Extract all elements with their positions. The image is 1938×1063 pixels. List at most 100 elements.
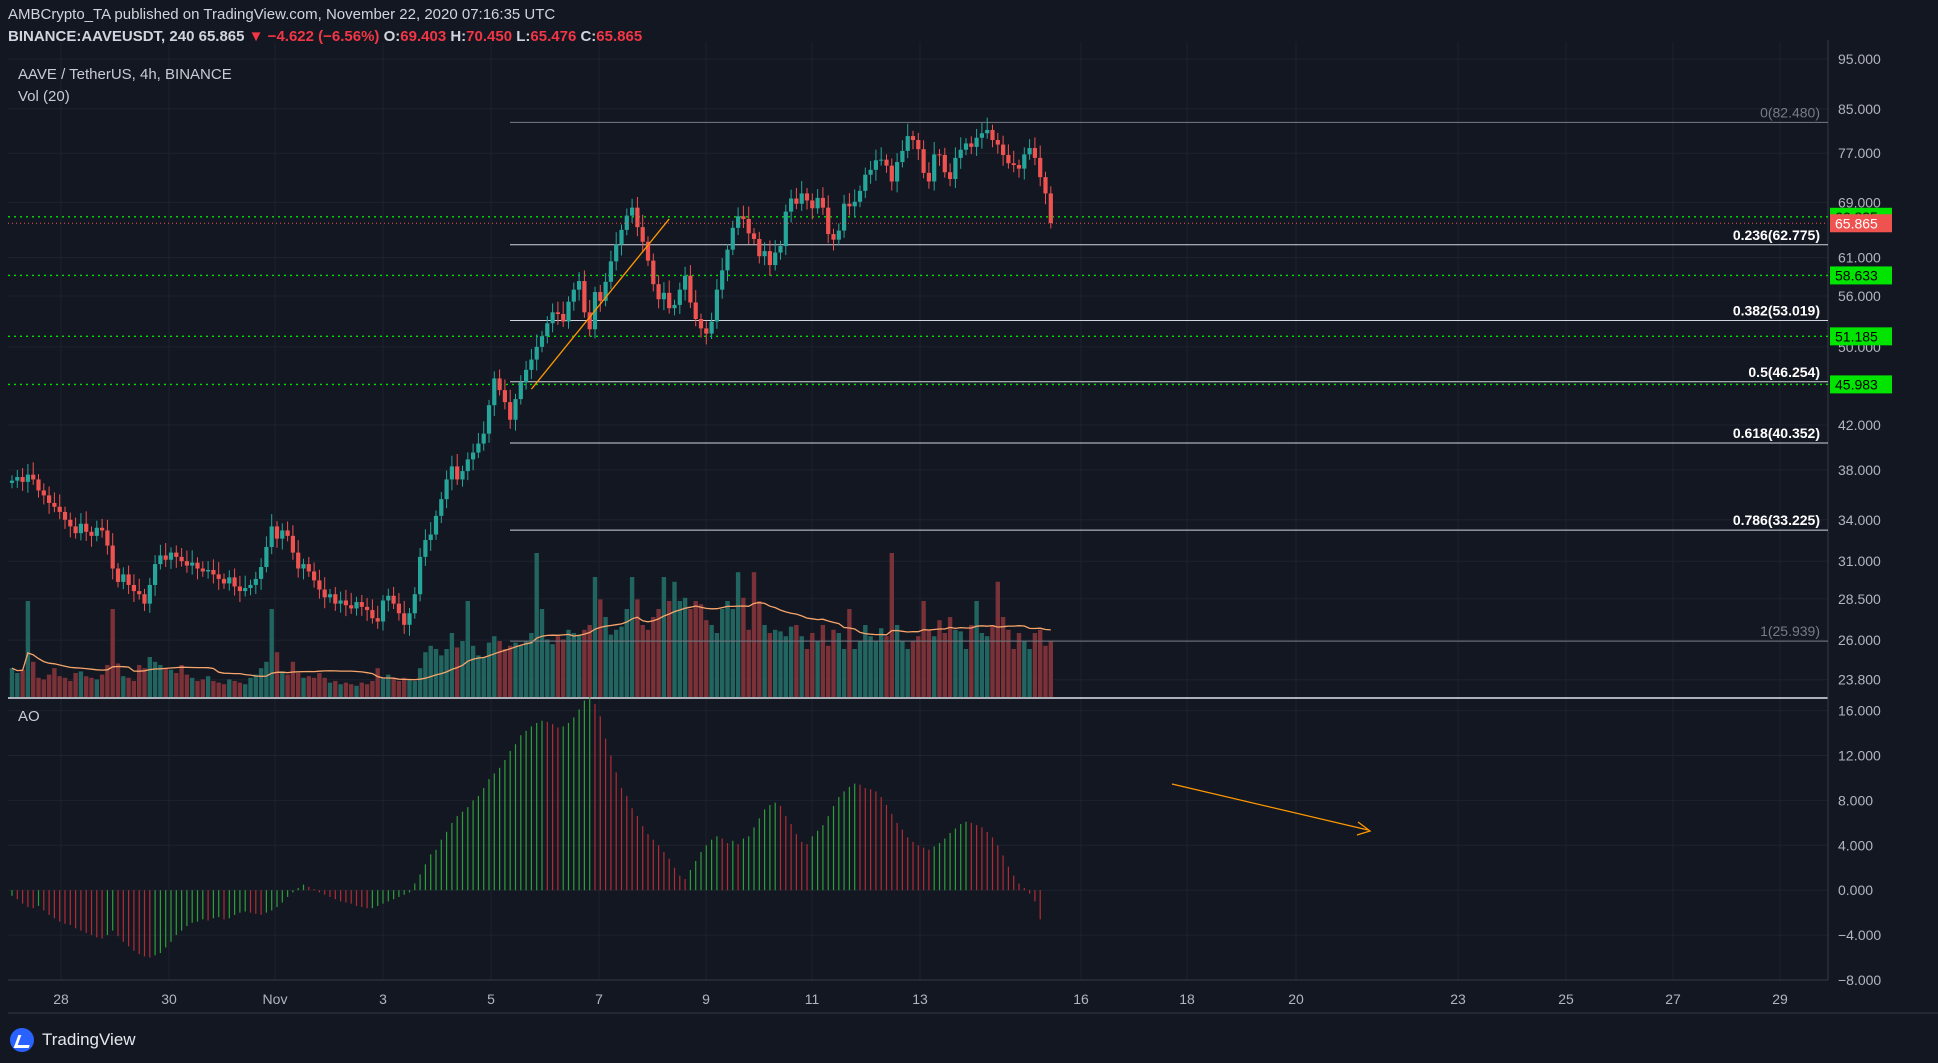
- volume-bar: [115, 663, 121, 697]
- candle-body: [380, 600, 386, 622]
- volume-bar: [714, 633, 720, 697]
- volume-bar: [656, 609, 661, 697]
- candle-body: [126, 574, 131, 585]
- volume-bar: [603, 617, 608, 697]
- orange-trendline: [530, 218, 670, 390]
- candle-body: [937, 154, 942, 156]
- candle-body: [651, 260, 656, 285]
- candle-body: [338, 600, 343, 604]
- fib-label: 0.5(46.254): [1748, 364, 1820, 380]
- volume-bar: [932, 636, 937, 697]
- candle-body: [285, 530, 290, 536]
- ao-legend[interactable]: AO: [18, 708, 40, 725]
- volume-bar: [810, 633, 815, 697]
- candle-body: [757, 238, 762, 257]
- volume-bar: [216, 682, 221, 697]
- candle-body: [190, 562, 195, 566]
- volume-bar: [910, 641, 916, 697]
- last-price-text: 65.865: [198, 28, 245, 45]
- candle-body: [179, 556, 184, 562]
- candle-body: [290, 535, 295, 553]
- ohlc-high-label: H:: [450, 28, 467, 45]
- price-tick-label: 77.000: [1838, 145, 1881, 161]
- volume-bar: [820, 625, 826, 697]
- candle-body: [253, 578, 258, 585]
- pair-legend[interactable]: AAVE / TetherUS, 4h, BINANCE: [18, 66, 232, 83]
- volume-bar: [794, 625, 799, 697]
- volume-bar: [269, 609, 274, 697]
- volume-bar: [508, 645, 513, 697]
- volume-legend[interactable]: Vol (20): [18, 88, 70, 105]
- volume-bar: [211, 681, 216, 697]
- volume-bar: [152, 661, 158, 697]
- time-tick-label: 16: [1073, 991, 1089, 1007]
- volume-bar: [539, 609, 545, 697]
- volume-bar: [380, 677, 386, 697]
- tradingview-brand[interactable]: TradingView: [10, 1028, 136, 1052]
- volume-bar: [725, 601, 730, 697]
- volume-bar: [243, 684, 248, 697]
- volume-bar: [561, 639, 566, 697]
- volume-bar: [52, 668, 57, 697]
- candle-body: [502, 390, 507, 403]
- volume-bar: [629, 577, 635, 697]
- candle-body: [259, 567, 264, 579]
- candle-body: [1048, 193, 1053, 224]
- candle-body: [778, 246, 783, 253]
- candle-body: [312, 571, 317, 581]
- candle-body: [343, 600, 348, 606]
- volume-bar: [640, 625, 645, 697]
- ao-tick-label: 16.000: [1838, 703, 1881, 719]
- last-price-badge: [1830, 214, 1892, 233]
- candle-body: [561, 313, 566, 322]
- price-tick-label: 34.000: [1838, 512, 1881, 528]
- ao-tick-label: −8.000: [1838, 972, 1881, 988]
- volume-bar: [651, 617, 656, 697]
- volume-bar: [847, 609, 852, 697]
- volume-bar: [1043, 645, 1048, 697]
- volume-bar: [693, 601, 698, 697]
- volume-bar: [386, 674, 391, 697]
- candle-body: [587, 312, 592, 330]
- volume-bar: [598, 599, 603, 697]
- volume-bar: [301, 677, 306, 697]
- volume-bar: [767, 633, 773, 697]
- volume-bar: [290, 661, 296, 697]
- volume-bar: [391, 677, 396, 697]
- symbol-info: BINANCE:AAVEUSDT, 240 65.865 ▼ −4.622 (−…: [8, 28, 642, 45]
- time-tick-label: 23: [1450, 991, 1466, 1007]
- volume-bar: [396, 681, 402, 697]
- candle-body: [661, 292, 666, 300]
- candle-body: [868, 169, 873, 175]
- volume-bar: [582, 629, 587, 697]
- volume-bar: [481, 657, 486, 697]
- candle-body: [571, 289, 576, 302]
- candle-body: [349, 605, 354, 609]
- candle-body: [879, 159, 884, 161]
- candle-body: [1027, 148, 1032, 155]
- candle-body: [57, 506, 62, 512]
- candle-body: [608, 261, 613, 282]
- time-tick-label: 20: [1288, 991, 1304, 1007]
- symbol-line: BINANCE:AAVEUSDT, 240: [8, 28, 195, 45]
- volume-bar: [349, 684, 354, 697]
- volume-bar: [179, 665, 184, 697]
- volume-bar: [894, 625, 900, 697]
- volume-bar: [1000, 617, 1006, 697]
- candle-body: [333, 594, 338, 604]
- volume-bar: [523, 641, 529, 697]
- candle-body: [577, 281, 582, 290]
- volume-bar: [142, 668, 147, 697]
- candle-body: [852, 201, 857, 207]
- candle-body: [508, 402, 513, 420]
- volume-bar: [417, 668, 423, 697]
- candle-body: [1006, 154, 1011, 164]
- volume-ma-line: [11, 601, 1051, 681]
- volume-bar: [455, 647, 460, 697]
- level-badge-label: 58.633: [1835, 267, 1878, 283]
- volume-bar: [619, 626, 624, 697]
- volume-bar: [778, 631, 783, 697]
- volume-bar: [730, 609, 735, 697]
- volume-bar: [921, 601, 926, 697]
